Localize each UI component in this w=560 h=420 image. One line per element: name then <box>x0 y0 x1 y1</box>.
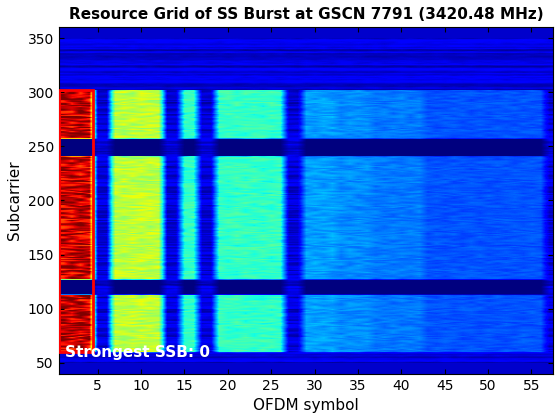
Text: Strongest SSB: 0: Strongest SSB: 0 <box>65 344 210 360</box>
Title: Resource Grid of SS Burst at GSCN 7791 (3420.48 MHz): Resource Grid of SS Burst at GSCN 7791 (… <box>68 7 543 22</box>
X-axis label: OFDM symbol: OFDM symbol <box>253 398 359 413</box>
Bar <box>59 90 94 352</box>
Y-axis label: Subcarrier: Subcarrier <box>7 160 22 240</box>
